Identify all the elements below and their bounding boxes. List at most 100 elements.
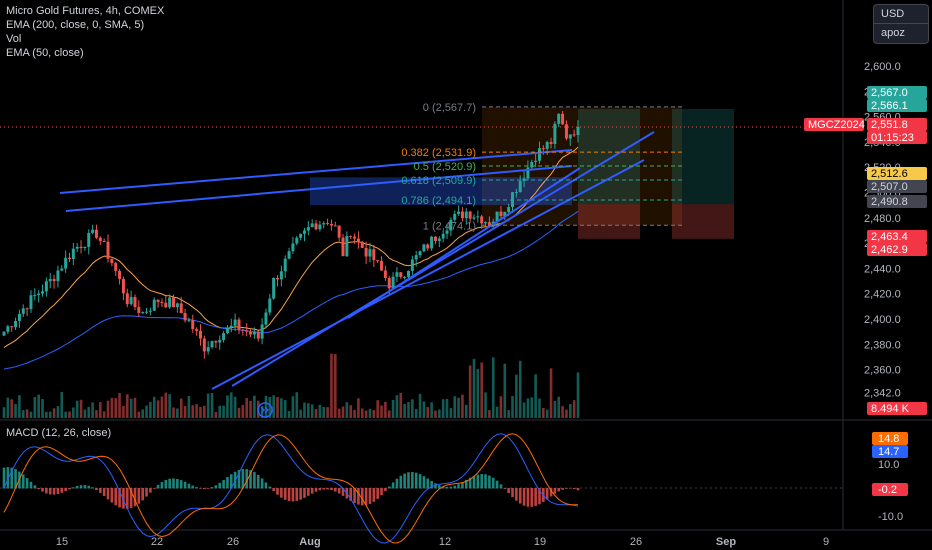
candle-body (71, 248, 75, 260)
volume-bar (318, 404, 322, 418)
volume-bar (418, 393, 422, 418)
candle-body (37, 293, 41, 296)
volume-bar (52, 408, 56, 418)
candle-body (94, 229, 98, 238)
volume-bar (453, 396, 457, 418)
volume-bar (276, 397, 279, 418)
candle-body (484, 222, 488, 224)
candle-body (391, 276, 395, 289)
price-label-text: 01:15:23 (871, 132, 914, 144)
volume-bar (430, 402, 433, 418)
candle-body (2, 331, 6, 336)
candle-body (156, 299, 160, 302)
candle-body (437, 238, 441, 241)
candle-body (60, 268, 64, 271)
macd-histogram-bar (37, 488, 40, 490)
macd-histogram-bar (495, 480, 499, 489)
jump-to-realtime-icon (257, 402, 273, 418)
macd-histogram-bar (491, 477, 495, 489)
legend-macd: MACD (12, 26, close) (6, 427, 112, 439)
volume-bar (399, 392, 403, 418)
candle-body (83, 246, 87, 249)
currency-menu[interactable]: USD apoz (873, 4, 929, 44)
candle-body (422, 244, 426, 252)
macd-histogram-bar (110, 488, 114, 503)
volume-bar (21, 410, 25, 418)
price-label-box (867, 243, 927, 256)
candle-body (222, 333, 226, 340)
macd-histogram-bar (226, 477, 229, 489)
candle-body (383, 270, 387, 278)
macd-histogram-bar (68, 488, 71, 490)
price-label-text: 2,507.0 (871, 181, 908, 193)
legend-ema200: EMA (200, close, 0, SMA, 5) (6, 19, 145, 31)
volume-bar (45, 411, 48, 418)
candle-body (179, 303, 183, 314)
candle-body (353, 236, 357, 239)
volume-bar (72, 407, 75, 418)
price-label-text: 2,567.0 (871, 87, 908, 99)
candle-body (114, 263, 118, 271)
candle-body (283, 258, 287, 272)
user-label[interactable]: apoz (874, 23, 928, 42)
macd-histogram-bar (557, 488, 561, 492)
volume-bar (48, 411, 52, 418)
volume-bar (79, 399, 83, 418)
macd-histogram-bar (430, 480, 433, 489)
candle-body (56, 270, 60, 282)
volume-bar (360, 408, 364, 418)
volume-bar (91, 402, 94, 418)
volume-bar (449, 408, 453, 418)
candle-body (91, 229, 95, 233)
volume-bar (438, 409, 441, 418)
candle-body (306, 227, 310, 231)
macd-histogram-bar (203, 488, 206, 490)
volume-bar (56, 406, 60, 418)
macd-histogram-bar (472, 475, 476, 489)
volume-bar (6, 397, 10, 418)
volume-bar (268, 396, 272, 418)
price-label-text: 2,566.1 (871, 100, 908, 112)
candle-body (553, 123, 557, 144)
macd-label-text: -0.2 (878, 484, 897, 496)
candle-body (29, 295, 33, 310)
candle-body (349, 236, 353, 238)
volume-bar (457, 397, 460, 418)
candle-body (507, 207, 511, 212)
volume-bar (218, 405, 222, 418)
candle-body (183, 313, 187, 321)
macd-histogram-bar (468, 477, 472, 489)
macd-histogram-bar (499, 484, 503, 489)
macd-histogram-bar (565, 488, 568, 489)
price-label-box (867, 99, 927, 112)
candle-body (249, 331, 253, 335)
candle-body (172, 297, 176, 308)
volume-bar (542, 407, 545, 418)
volume-bar (233, 396, 237, 418)
macd-histogram-bar (187, 483, 191, 489)
currency-label[interactable]: USD (881, 8, 905, 20)
candle-body (17, 313, 21, 321)
volume-bar (561, 406, 564, 418)
volume-bar (287, 411, 291, 418)
macd-histogram-bar (364, 488, 368, 506)
candle-body (476, 216, 480, 218)
candle-body (87, 232, 91, 247)
macd-histogram-bar (106, 488, 110, 500)
volume-bar (480, 362, 483, 418)
candle-body (464, 211, 468, 219)
macd-histogram-bar (164, 479, 168, 489)
macd-histogram-bar (276, 488, 279, 495)
volume-bar (291, 396, 295, 418)
volume-bar (272, 395, 275, 418)
candle-body (64, 257, 68, 269)
macd-histogram-bar (341, 488, 345, 496)
volume-bar (18, 395, 21, 418)
candle-body (480, 216, 484, 224)
fib-level-label: 1 (2,474.1) (423, 220, 476, 232)
macd-histogram-bar (545, 488, 549, 500)
volume-bar (503, 363, 507, 418)
volume-bar (87, 406, 91, 418)
